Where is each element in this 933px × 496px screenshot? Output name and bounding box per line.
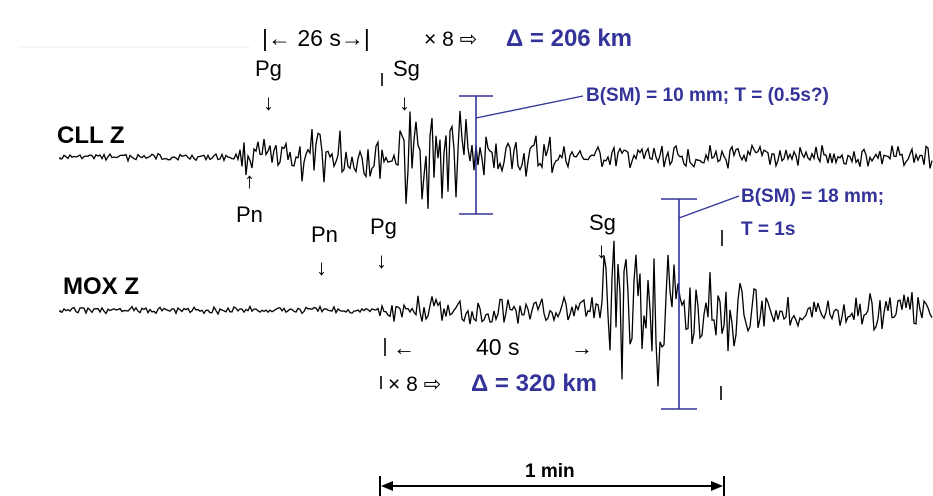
- mox-amplitude-bracket: [661, 198, 697, 410]
- mox-station-label: MOX Z: [63, 273, 139, 300]
- cll-amplitude-note: B(SM) = 10 mm; T = (0.5s?): [586, 85, 829, 106]
- mox-interval-label: 40 s: [476, 334, 520, 360]
- cll-sg-arrow-icon: ↓: [399, 90, 410, 115]
- scale-bar-label: 1 min: [525, 461, 575, 482]
- cll-pg-label: Pg: [255, 56, 282, 81]
- header-times-eight: × 8 ⇨: [424, 28, 478, 51]
- mox-sg-label: Sg: [589, 210, 616, 235]
- mox-times-eight: × 8 ⇨: [388, 373, 442, 396]
- cll-pg-arrow-icon: ↓: [263, 90, 274, 115]
- mox-pg-arrow-icon: ↓: [376, 248, 387, 273]
- mox-pointer-line: [678, 195, 740, 219]
- cll-pn-arrow-icon: ↑: [244, 168, 255, 193]
- header-interval-label: |← 26 s→|: [262, 25, 370, 51]
- mox-interval-right-arrow-icon: →: [571, 335, 593, 360]
- cll-station-label: CLL Z: [57, 122, 125, 149]
- mox-pn-arrow-icon: ↓: [316, 255, 327, 280]
- mox-interval-left-arrow-icon: ←: [393, 335, 415, 360]
- time-ticks: [380, 73, 723, 400]
- cll-pn-label: Pn: [236, 202, 263, 227]
- header-distance-result: Δ = 206 km: [506, 25, 632, 52]
- cll-pointer-line: [475, 95, 584, 119]
- mox-pg-label: Pg: [370, 214, 397, 239]
- mox-amplitude-note-line2: T = 1s: [741, 219, 796, 240]
- mox-z-trace: [59, 240, 933, 387]
- mox-sg-arrow-icon: ↓: [596, 238, 607, 263]
- mox-amplitude-note-line1: B(SM) = 18 mm;: [741, 186, 885, 207]
- header-backdrop: [18, 18, 668, 48]
- cll-sg-label: Sg: [393, 56, 420, 81]
- cll-z-trace: [59, 110, 933, 209]
- mox-pn-label: Pn: [311, 222, 338, 247]
- mox-distance-result: Δ = 320 km: [471, 370, 597, 397]
- one-minute-scale-bar: [379, 476, 725, 496]
- cll-amplitude-bracket: [459, 95, 493, 215]
